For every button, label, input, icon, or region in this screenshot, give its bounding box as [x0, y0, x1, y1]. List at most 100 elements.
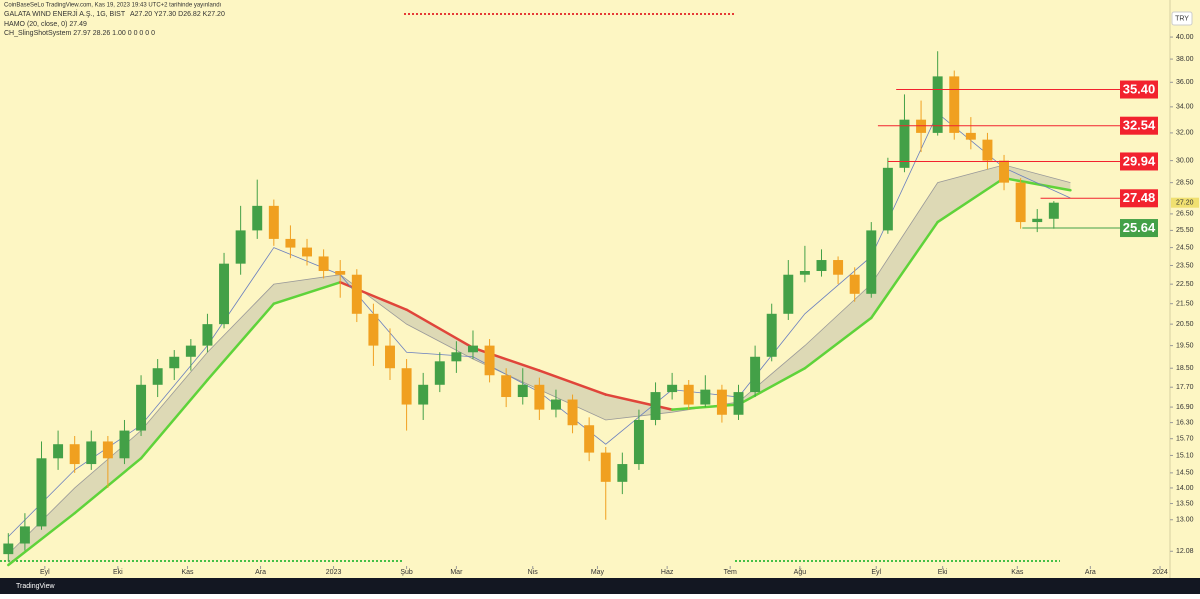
candle-body	[783, 274, 794, 314]
level-box	[1120, 80, 1158, 99]
x-tick-label: Haz	[661, 569, 674, 576]
indicator-label: CH_SlingShotSystem 27.97 28.26 1.00 0 0 …	[4, 30, 155, 37]
y-tick-label: 20.50	[1176, 321, 1194, 328]
y-tick-label: 23.50	[1176, 262, 1194, 269]
x-tick-label: Şub	[400, 569, 413, 576]
chart-title: GALATA WIND ENERJİ A.Ş., 1G, BIST	[4, 9, 126, 18]
candle-body	[1048, 202, 1059, 219]
candle-body	[1015, 182, 1026, 223]
candle-body	[53, 444, 64, 459]
candle-body	[667, 384, 678, 393]
candle-body	[69, 444, 80, 465]
candle-body	[567, 399, 578, 426]
footer-bar	[0, 578, 1200, 594]
brand: TradingView	[16, 583, 55, 590]
x-tick-label: Ara	[255, 569, 266, 576]
last-price-label: 27.20	[1176, 200, 1194, 207]
ribbon-slow-segment	[7, 511, 76, 567]
ribbon-slow-segment	[670, 403, 740, 411]
y-tick-label: 30.00	[1176, 157, 1194, 164]
candle-body	[169, 356, 180, 369]
candle-body	[152, 368, 163, 385]
candle-body	[949, 76, 960, 133]
candle-body	[368, 313, 379, 346]
x-tick-label: 2023	[326, 569, 342, 576]
level-label: 27.48	[1123, 190, 1156, 205]
candle-body	[799, 271, 810, 275]
level-box	[1120, 152, 1158, 171]
published-note: CoinBaseSeLo TradingView.com, Kas 19, 20…	[4, 3, 222, 9]
x-tick-label: Eyl	[40, 569, 50, 576]
ribbon-slow-segment	[338, 281, 408, 311]
currency-button[interactable]	[1171, 11, 1193, 26]
x-tick-label: May	[591, 569, 605, 576]
candle-body	[833, 260, 844, 275]
level-label: 25.64	[1123, 220, 1156, 235]
candle-body	[932, 76, 943, 133]
y-tick-label: 13.00	[1176, 517, 1194, 524]
candle-body	[484, 345, 495, 376]
indicator-label: HAMO (20, close, 0) 27.49	[4, 21, 87, 28]
currency-label[interactable]: TRY	[1175, 15, 1189, 22]
y-tick-label: 22.50	[1176, 281, 1194, 288]
candle-body	[866, 230, 877, 294]
y-tick-label: 32.00	[1176, 130, 1194, 137]
candle-body	[468, 345, 478, 353]
candle-body	[385, 345, 395, 369]
x-tick-label: Kas	[182, 569, 195, 576]
level-label: 35.40	[1123, 81, 1156, 96]
y-tick-label: 14.00	[1176, 485, 1194, 492]
candle-body	[965, 132, 976, 140]
candle-body	[816, 260, 827, 272]
x-tick-label: Kas	[1011, 569, 1024, 576]
ribbon-slow-segment	[936, 176, 1006, 224]
y-tick-label: 40.00	[1176, 34, 1194, 41]
candle-body	[882, 167, 893, 231]
ribbon-slow-segment	[139, 378, 209, 460]
last-price-tag	[1171, 197, 1199, 208]
y-tick-label: 13.50	[1176, 500, 1194, 507]
level-label: 32.54	[1123, 118, 1156, 133]
ribbon-slow-segment	[803, 316, 873, 370]
candle-body	[999, 160, 1010, 183]
level-box	[1120, 219, 1158, 238]
candle-body	[982, 139, 993, 161]
y-tick-label: 34.00	[1176, 104, 1194, 111]
candle-body	[550, 399, 561, 410]
x-tick-label: Eyl	[871, 569, 881, 576]
candle-body	[517, 384, 528, 398]
candle-body	[849, 274, 860, 294]
candle-body	[1032, 218, 1043, 223]
candle-body	[501, 375, 512, 398]
candle-body	[617, 464, 628, 482]
x-tick-label: Nis	[528, 569, 539, 576]
y-tick-label: 25.50	[1176, 227, 1194, 234]
candle-body	[3, 543, 14, 555]
candle-body	[733, 392, 744, 415]
candle-body	[534, 384, 545, 410]
y-tick-label: 19.50	[1176, 342, 1194, 349]
level-box	[1120, 189, 1158, 208]
candle-body	[235, 230, 246, 264]
ribbon-slow-segment	[737, 366, 807, 406]
x-tick-label: Eki	[113, 569, 123, 576]
candle-body	[916, 119, 927, 133]
x-tick-label: Tem	[724, 569, 737, 576]
candle-body	[252, 205, 263, 231]
candle-body	[434, 361, 445, 385]
y-tick-label: 15.70	[1176, 436, 1194, 443]
ribbon-slow-segment	[405, 308, 475, 350]
candle-body	[19, 526, 30, 544]
candle-body	[86, 441, 97, 465]
y-tick-label: 18.50	[1176, 365, 1194, 372]
candle-body	[185, 345, 196, 357]
chart-background	[0, 0, 1200, 578]
ribbon-slow-segment	[870, 220, 939, 320]
candle-body	[899, 119, 910, 168]
y-tick-label: 36.00	[1176, 79, 1194, 86]
candle-body	[600, 452, 611, 482]
ribbon-slow-segment	[206, 302, 276, 382]
y-tick-label: 26.50	[1176, 211, 1194, 218]
candle-body	[683, 384, 694, 405]
